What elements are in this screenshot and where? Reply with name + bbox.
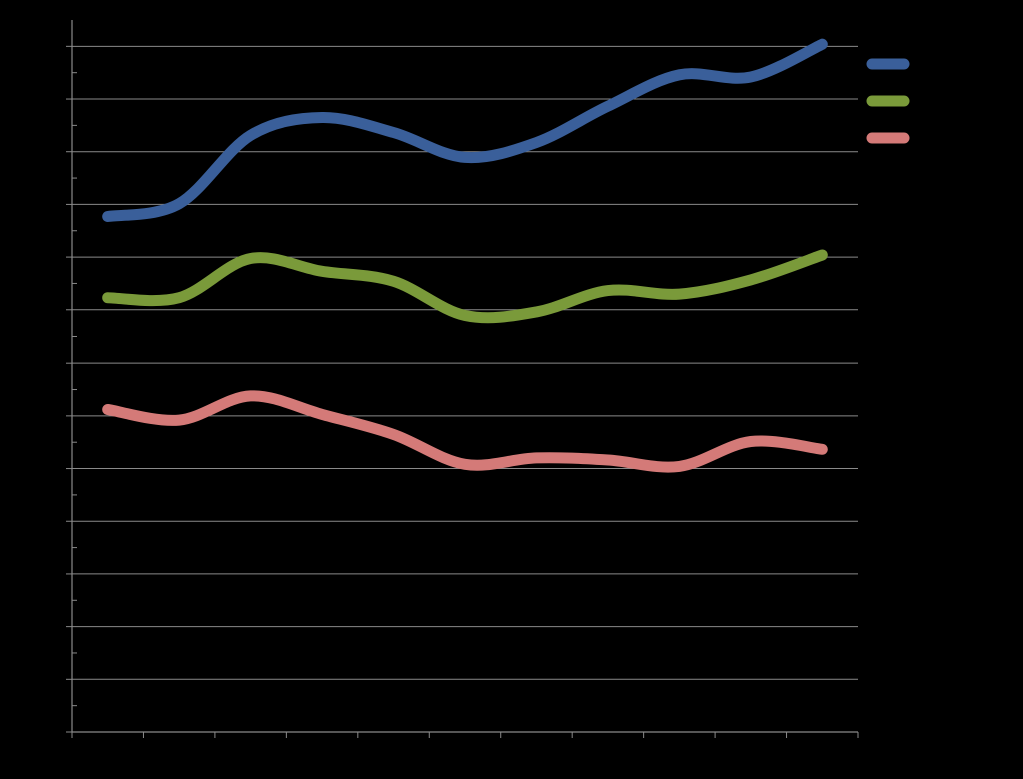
grid-lines: [72, 45, 858, 680]
series-lines: [102, 38, 828, 473]
series-line-1: [102, 38, 828, 222]
legend: [866, 58, 910, 144]
series-line-3: [102, 390, 828, 473]
series-line-2: [102, 249, 828, 324]
axes: [66, 20, 859, 738]
